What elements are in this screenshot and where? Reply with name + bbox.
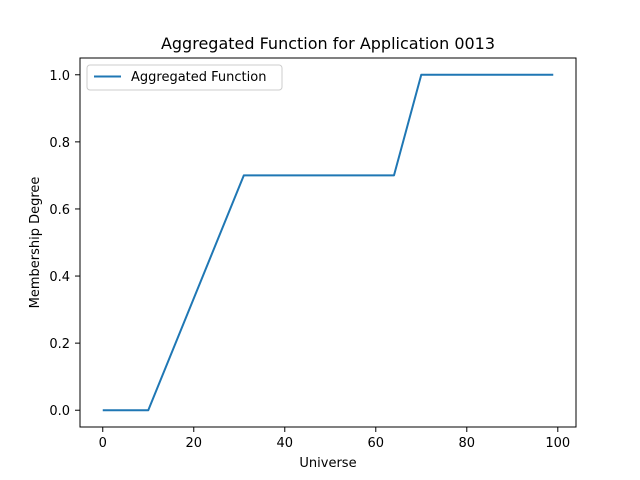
legend-box — [86, 64, 283, 91]
x-tick-label: 100 — [545, 436, 570, 451]
x-tick-label: 80 — [459, 436, 476, 451]
y-axis: 0.0 0.2 0.4 0.6 0.8 1.0 — [49, 69, 80, 419]
x-tick-label: 20 — [185, 436, 202, 451]
y-tick-label: 0.6 — [49, 203, 70, 218]
legend-label-aggregated-function: Aggregated Function — [131, 70, 266, 85]
y-tick-label: 1.0 — [49, 69, 70, 84]
y-tick-label: 0.2 — [49, 337, 70, 352]
axes-frame — [79, 57, 577, 428]
y-tick-label: 0.0 — [49, 404, 70, 419]
y-tick-label: 0.4 — [49, 270, 70, 285]
x-tick-label: 40 — [276, 436, 293, 451]
legend: Aggregated Function — [86, 64, 283, 91]
chart-title: Aggregated Function for Application 0013 — [161, 34, 495, 53]
x-tick-label: 60 — [368, 436, 385, 451]
y-tick-label: 0.8 — [49, 136, 70, 151]
series-layer — [102, 73, 554, 412]
series-line-aggregated-function — [102, 73, 554, 412]
y-axis-label: Membership Degree — [28, 177, 43, 309]
x-axis: 0 20 40 60 80 100 — [99, 427, 570, 451]
plot-area — [79, 57, 577, 428]
x-tick-label: 0 — [99, 436, 107, 451]
x-axis-label: Universe — [299, 456, 356, 471]
